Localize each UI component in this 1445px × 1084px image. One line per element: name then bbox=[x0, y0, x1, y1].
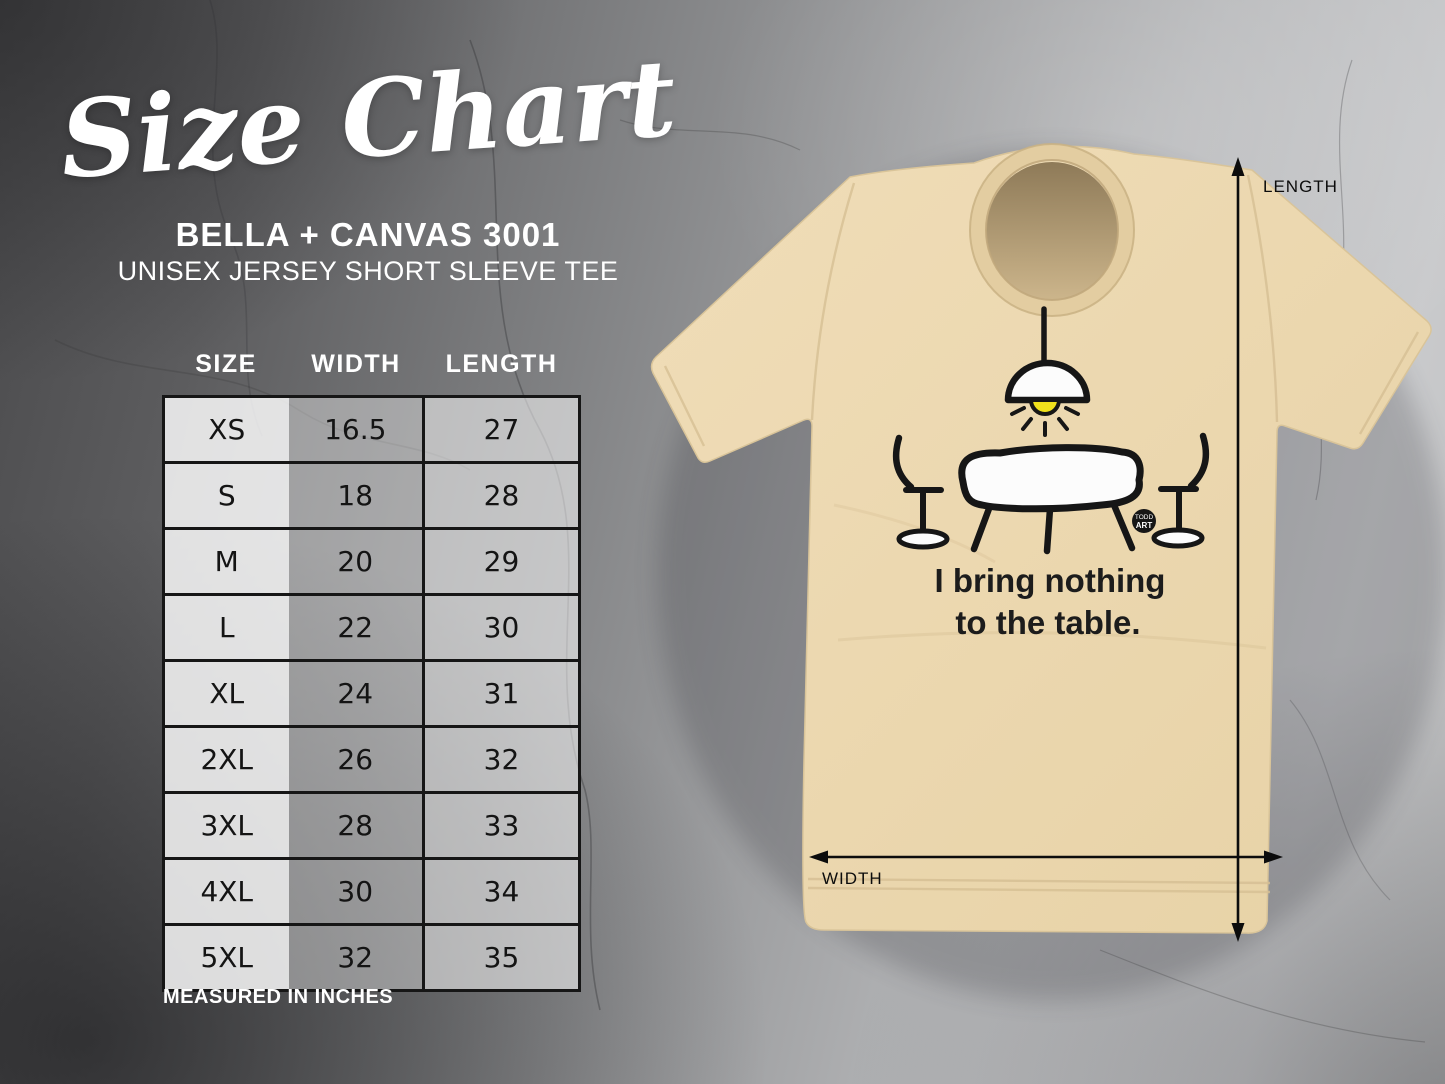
width-arrowhead-right bbox=[1264, 850, 1283, 864]
table-illustration bbox=[958, 444, 1144, 555]
table-row: 2XL 26 32 bbox=[163, 725, 580, 793]
length-cell: 29 bbox=[422, 527, 580, 595]
tshirt-silhouette bbox=[650, 143, 1432, 934]
length-cell: 27 bbox=[422, 395, 580, 463]
width-cell: 26 bbox=[288, 725, 424, 793]
width-cell: 28 bbox=[288, 791, 424, 859]
width-cell: 16.5 bbox=[288, 395, 424, 463]
width-cell: 32 bbox=[288, 923, 424, 991]
column-header-size: SIZE bbox=[195, 350, 257, 378]
length-cell: 33 bbox=[422, 791, 580, 859]
size-cell: 5XL bbox=[163, 923, 289, 991]
size-cell: XL bbox=[163, 659, 289, 727]
size-cell: 3XL bbox=[163, 791, 289, 859]
width-cell: 30 bbox=[288, 857, 424, 925]
left-chair-illustration bbox=[892, 434, 950, 550]
shirt-design: TODD ART I bring nothing to the table. bbox=[892, 306, 1210, 641]
table-row: 3XL 28 33 bbox=[163, 791, 580, 859]
length-arrowhead-top bbox=[1231, 157, 1245, 176]
width-arrowhead-left bbox=[809, 850, 828, 864]
product-subtitle: UNISEX JERSEY SHORT SLEEVE TEE bbox=[117, 256, 619, 286]
length-arrowhead-bottom bbox=[1231, 923, 1245, 942]
logo-text-top: TODD bbox=[1135, 514, 1154, 521]
table-row: XS 16.5 27 bbox=[163, 395, 580, 463]
size-cell: S bbox=[163, 461, 289, 529]
size-cell: L bbox=[163, 593, 289, 661]
caption-line-1: I bring nothing bbox=[935, 562, 1166, 599]
caption-line-2: to the table. bbox=[955, 604, 1140, 641]
table-row: 5XL 32 35 bbox=[163, 923, 580, 991]
width-label: WIDTH bbox=[822, 869, 883, 888]
todd-art-logo: TODD ART bbox=[1132, 509, 1156, 533]
design-caption: I bring nothing to the table. bbox=[935, 562, 1166, 641]
lamp-illustration bbox=[1004, 306, 1091, 437]
header-row: SIZE WIDTH LENGTH bbox=[164, 350, 580, 397]
size-table: SIZE WIDTH LENGTH XS 16.5 27 S 18 28 M 20 29 L 22 3… bbox=[162, 350, 581, 992]
size-table-body: XS 16.5 27 S 18 28 M 20 29 L 22 30 XL 24 31 2XL 26 32 3XL 2… bbox=[163, 395, 580, 991]
measurement-annotations: LENGTH WIDTH bbox=[809, 157, 1338, 942]
seam-lines bbox=[663, 174, 1420, 894]
table-row: M 20 29 bbox=[163, 527, 580, 595]
length-cell: 28 bbox=[422, 461, 580, 529]
light-rays bbox=[1010, 406, 1080, 437]
table-row: S 18 28 bbox=[163, 461, 580, 529]
width-cell: 18 bbox=[288, 461, 424, 529]
collar bbox=[969, 143, 1135, 317]
length-cell: 35 bbox=[422, 923, 580, 991]
length-label: LENGTH bbox=[1263, 177, 1338, 196]
size-cell: 4XL bbox=[163, 857, 289, 925]
size-cell: XS bbox=[163, 395, 289, 463]
table-row: L 22 30 bbox=[163, 593, 580, 661]
column-header-length: LENGTH bbox=[445, 350, 558, 378]
width-cell: 20 bbox=[288, 527, 424, 595]
table-row: XL 24 31 bbox=[163, 659, 580, 727]
length-cell: 30 bbox=[422, 593, 580, 661]
size-cell: M bbox=[163, 527, 289, 595]
size-table-header: SIZE WIDTH LENGTH bbox=[164, 350, 580, 397]
measurement-note: MEASURED IN INCHES bbox=[163, 986, 394, 1008]
logo-text-bottom: ART bbox=[1136, 521, 1153, 530]
width-cell: 22 bbox=[288, 593, 424, 661]
size-cell: 2XL bbox=[163, 725, 289, 793]
length-cell: 32 bbox=[422, 725, 580, 793]
brand-name: BELLA + CANVAS 3001 bbox=[175, 216, 561, 253]
length-cell: 31 bbox=[422, 659, 580, 727]
column-header-width: WIDTH bbox=[311, 350, 401, 378]
length-cell: 34 bbox=[422, 857, 580, 925]
table-row: 4XL 30 34 bbox=[163, 857, 580, 925]
width-cell: 24 bbox=[288, 659, 424, 727]
right-chair-illustration bbox=[1151, 432, 1210, 549]
